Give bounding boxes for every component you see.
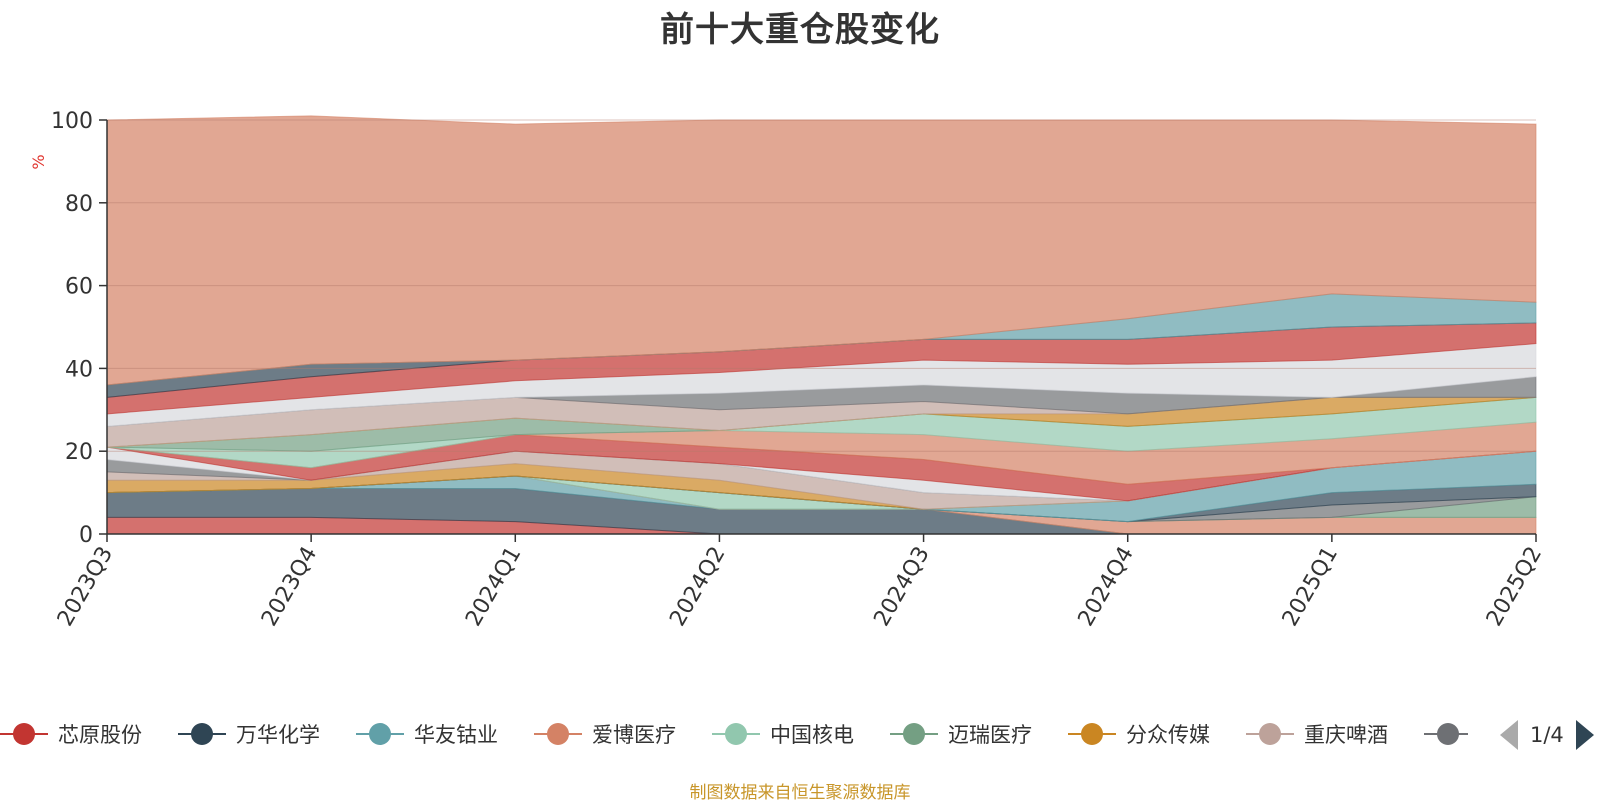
x-tick-label-2024Q1: 2024Q1 [461,543,526,631]
legend-prev-page-icon[interactable] [1500,720,1518,750]
x-tick-label-2024Q2: 2024Q2 [665,543,730,631]
legend-item-label: 芯原股份 [58,723,142,747]
legend-page-indicator: 1/4 [1530,723,1564,747]
legend-marker-icon [534,716,582,752]
legend-item-0[interactable]: 芯原股份 [0,716,142,752]
source-note: 制图数据来自恒生聚源数据库 [689,783,911,803]
legend-item-label: 万华化学 [236,723,320,747]
x-tick-label-2025Q2: 2025Q2 [1482,543,1547,631]
legend-marker-icon [0,716,48,752]
chart-title: 前十大重仓股变化 [660,10,940,50]
legend: 芯原股份 万华化学 华友钴业 爱博医疗 中国核电 迈瑞医疗 分众传媒 重庆啤酒 [0,716,1468,752]
y-tick-label-60: 60 [65,275,93,300]
x-tick-label-2025Q1: 2025Q1 [1278,543,1343,631]
area-series-24 [106,115,1537,386]
legend-item-label: 分众传媒 [1126,723,1210,747]
legend-marker-icon [712,716,760,752]
legend-pager: 1/4 [1500,718,1594,752]
legend-item-label: 重庆啤酒 [1304,723,1388,747]
legend-marker-icon [1424,716,1468,752]
legend-item-3[interactable]: 爱博医疗 [534,716,676,752]
y-tick-label-40: 40 [65,357,93,382]
area-series-group [106,115,1537,535]
legend-next-page-icon[interactable] [1575,720,1594,750]
legend-item-label: 中国核电 [770,723,854,747]
legend-marker-icon [1068,716,1116,752]
legend-item-4[interactable]: 中国核电 [712,716,854,752]
legend-item-label: 华友钴业 [414,723,498,747]
legend-item-7[interactable]: 重庆啤酒 [1246,716,1388,752]
x-tick-label-2024Q4: 2024Q4 [1074,543,1139,631]
legend-item-6[interactable]: 分众传媒 [1068,716,1210,752]
legend-item-5[interactable]: 迈瑞医疗 [890,716,1032,752]
legend-marker-icon [356,716,404,752]
legend-item-1[interactable]: 万华化学 [178,716,320,752]
y-tick-label-80: 80 [65,192,93,217]
y-tick-label-100: 100 [51,109,93,134]
legend-marker-icon [1246,716,1294,752]
grid-lines [107,119,1536,452]
x-tick-label-2023Q4: 2023Q4 [257,543,322,631]
x-tick-label-2023Q3: 2023Q3 [53,543,118,631]
y-tick-label-0: 0 [79,523,93,548]
legend-item-label: 迈瑞医疗 [948,723,1032,747]
legend-item-8[interactable] [1424,716,1468,752]
legend-item-label: 爱博医疗 [592,723,676,747]
y-tick-label-20: 20 [65,440,93,465]
y-axis-label: % [29,154,48,169]
x-tick-label-2024Q3: 2024Q3 [869,543,934,631]
legend-item-2[interactable]: 华友钴业 [356,716,498,752]
legend-marker-icon [890,716,938,752]
legend-marker-icon [178,716,226,752]
